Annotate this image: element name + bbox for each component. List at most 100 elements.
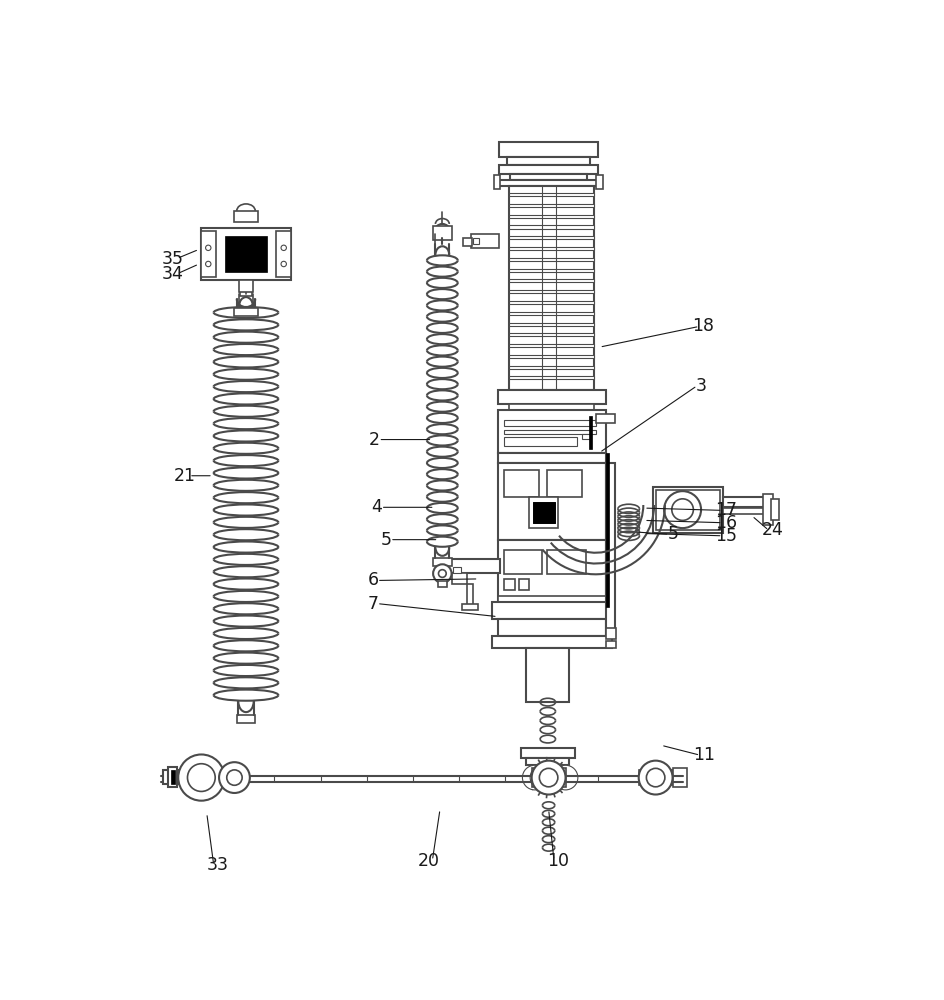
Circle shape (227, 770, 242, 785)
Circle shape (206, 261, 211, 267)
Bar (588, 416, 592, 449)
Bar (437, 581, 447, 587)
Bar (276, 231, 291, 277)
Bar (526, 758, 569, 765)
Circle shape (530, 765, 554, 790)
Bar (498, 165, 598, 174)
Bar (770, 499, 778, 520)
Bar (497, 453, 605, 463)
Bar (463, 238, 472, 246)
Bar (432, 558, 451, 566)
Text: 35: 35 (161, 250, 184, 268)
Bar (509, 355, 594, 358)
Text: 5: 5 (667, 525, 678, 543)
Bar (225, 235, 266, 272)
Circle shape (438, 570, 446, 577)
Bar (509, 366, 594, 369)
Bar (722, 497, 765, 507)
Bar (509, 215, 594, 218)
Bar (509, 344, 594, 347)
Bar (492, 636, 611, 648)
Circle shape (280, 245, 286, 251)
Text: 6: 6 (367, 571, 379, 589)
Bar (763, 494, 772, 525)
Bar (532, 502, 554, 523)
Bar (509, 186, 594, 390)
Text: 24: 24 (761, 521, 783, 539)
Bar (498, 180, 598, 186)
Bar (237, 715, 255, 723)
Bar (656, 490, 718, 530)
Bar (462, 604, 478, 610)
Bar (673, 768, 686, 787)
Circle shape (280, 261, 286, 267)
Bar (466, 584, 473, 607)
Bar (509, 376, 594, 379)
Bar (470, 234, 498, 248)
Circle shape (671, 499, 693, 520)
Bar (432, 226, 451, 240)
Text: 20: 20 (417, 852, 439, 870)
Circle shape (552, 765, 578, 790)
Bar (547, 470, 582, 497)
Bar (509, 258, 594, 261)
Bar (510, 174, 586, 180)
Bar (532, 502, 554, 523)
Bar (453, 567, 461, 573)
Circle shape (646, 768, 665, 787)
Bar (503, 470, 539, 497)
Text: 5: 5 (380, 531, 391, 549)
Circle shape (178, 754, 224, 801)
Bar (509, 225, 594, 229)
Bar (492, 602, 611, 619)
Bar (498, 142, 598, 157)
Text: 10: 10 (547, 852, 568, 870)
Bar (652, 487, 722, 533)
Bar (507, 157, 590, 165)
Bar (518, 579, 529, 590)
Bar (509, 269, 594, 272)
Bar (497, 390, 605, 404)
Circle shape (434, 224, 449, 239)
Bar (200, 231, 216, 277)
Bar (473, 238, 479, 244)
Circle shape (522, 765, 547, 790)
Bar (582, 434, 590, 439)
Bar (605, 641, 615, 648)
Text: 11: 11 (692, 746, 715, 764)
Bar (596, 175, 602, 189)
Bar (168, 767, 177, 787)
Bar (239, 280, 253, 292)
Bar (240, 285, 252, 296)
Bar (605, 453, 609, 607)
Bar (528, 497, 557, 528)
Bar (497, 596, 605, 602)
Bar (234, 308, 258, 316)
Bar (531, 768, 565, 787)
Bar (503, 430, 596, 434)
Text: 16: 16 (715, 514, 736, 532)
Bar (638, 770, 672, 785)
Bar (497, 410, 605, 453)
Bar (509, 204, 594, 207)
Text: 15: 15 (715, 527, 736, 545)
Circle shape (531, 761, 565, 795)
Bar (497, 540, 605, 602)
Bar (200, 228, 291, 280)
Bar (547, 550, 585, 574)
Circle shape (439, 229, 445, 235)
Bar (605, 463, 615, 636)
Circle shape (664, 491, 700, 528)
Text: 34: 34 (161, 265, 183, 283)
Circle shape (539, 768, 557, 787)
Circle shape (432, 564, 451, 583)
Bar (509, 247, 594, 250)
Circle shape (219, 762, 249, 793)
Text: 17: 17 (715, 501, 736, 519)
Bar (447, 559, 499, 573)
Text: 3: 3 (695, 377, 706, 395)
Bar (503, 550, 542, 574)
Bar (503, 420, 596, 426)
Bar (503, 437, 577, 446)
Circle shape (537, 765, 562, 790)
